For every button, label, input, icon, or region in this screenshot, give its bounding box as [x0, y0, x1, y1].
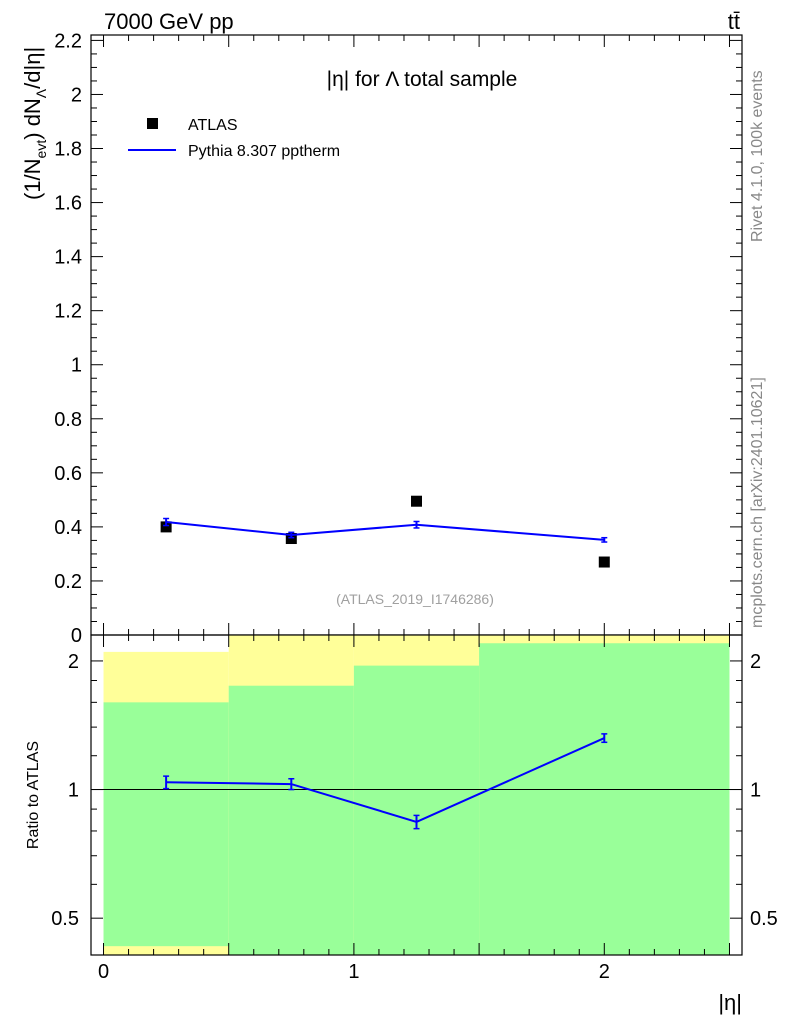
chart-title: |η| for Λ total sample: [327, 68, 518, 91]
main-y-tick-label: 1.6: [54, 193, 82, 215]
legend-pythia-label: Pythia 8.307 pptherm: [188, 143, 340, 160]
ratio-y-axis-label: Ratio to ATLAS: [25, 741, 42, 849]
header-energy-label: 7000 GeV pp: [104, 9, 234, 34]
main-y-axis-label: (1/Nevt) dNΛ/d|η|: [20, 47, 49, 200]
atlas-data-point: [285, 533, 297, 545]
ratio-y-tick-label-right: 0.5: [750, 908, 778, 930]
main-y-tick-label: 1.4: [54, 247, 82, 269]
main-axis-ticks: [91, 35, 742, 636]
analysis-watermark: (ATLAS_2019_I1746286): [336, 591, 494, 607]
main-y-tick-label: 1: [71, 355, 82, 377]
atlas-data-point: [160, 521, 172, 533]
ratio-green-band: [103, 702, 229, 947]
ratio-y-tick-label-right: 2: [750, 651, 761, 673]
ratio-x-tick-label: 1: [348, 961, 359, 983]
main-panel: 0 0.2 0.4 0.6 0.8 1 1.2 1.4 1.6 1.8 2 2.2 |η| for Λ…: [20, 30, 743, 647]
ratio-y-tick-label-right: 1: [750, 780, 761, 802]
main-y-tick-label: 2.2: [54, 30, 82, 52]
legend-atlas-marker: [147, 118, 158, 129]
ratio-frame: [90, 634, 743, 956]
main-y-tick-label: 0: [71, 625, 82, 647]
main-data-layer: [160, 495, 610, 568]
pythia-series-line: [166, 521, 605, 541]
atlas-data-point: [598, 556, 610, 568]
atlas-data-point: [411, 495, 422, 507]
x-axis-label: |η|: [718, 990, 742, 1015]
main-y-tick-label: 0.6: [54, 463, 82, 485]
legend-atlas-label: ATLAS: [188, 117, 238, 134]
ratio-y-tick-label-left: 2: [68, 651, 79, 673]
main-y-tick-label: 0.8: [54, 409, 82, 431]
header-process-label: tt̄: [728, 9, 740, 34]
ratio-x-tick-labels: 0 1 2: [98, 961, 610, 983]
ratio-x-tick-label: 0: [98, 961, 109, 983]
ratio-data-layer: [91, 733, 742, 830]
main-y-tick-labels: 0 0.2 0.4 0.6 0.8 1 1.2 1.4 1.6 1.8 2 2.2: [54, 30, 82, 647]
ratio-green-band: [228, 685, 354, 955]
main-y-tick-label: 0.4: [54, 517, 82, 539]
ratio-panel: 0.5 0.5 1 1 2 2 0 1 2 Ratio to ATLAS |η|: [25, 634, 778, 1015]
svg-text:(1/Nevt) dNΛ/d|η|: (1/Nevt) dNΛ/d|η|: [20, 47, 49, 200]
ratio-series-line: [166, 737, 605, 823]
ratio-uncertainty-bands: [103, 635, 730, 955]
ratio-y-tick-labels: 0.5 0.5 1 1 2 2: [51, 651, 778, 930]
ratio-y-tick-label-left: 1: [68, 780, 79, 802]
ratio-green-band: [479, 643, 730, 955]
ratio-green-band: [353, 665, 480, 955]
main-y-tick-label: 2: [71, 84, 82, 106]
ratio-x-tick-label: 2: [599, 961, 610, 983]
main-y-tick-label: 1.8: [54, 139, 82, 161]
main-y-tick-label: 1.2: [54, 301, 82, 323]
legend: ATLAS Pythia 8.307 pptherm: [128, 117, 340, 160]
mcplots-source-label: mcplots.cern.ch [arXiv:2401.10621]: [749, 377, 766, 628]
ratio-y-tick-label-left: 0.5: [51, 908, 79, 930]
main-y-tick-label: 0.2: [54, 571, 82, 593]
rivet-version-label: Rivet 4.1.0, 100k events: [749, 70, 766, 242]
